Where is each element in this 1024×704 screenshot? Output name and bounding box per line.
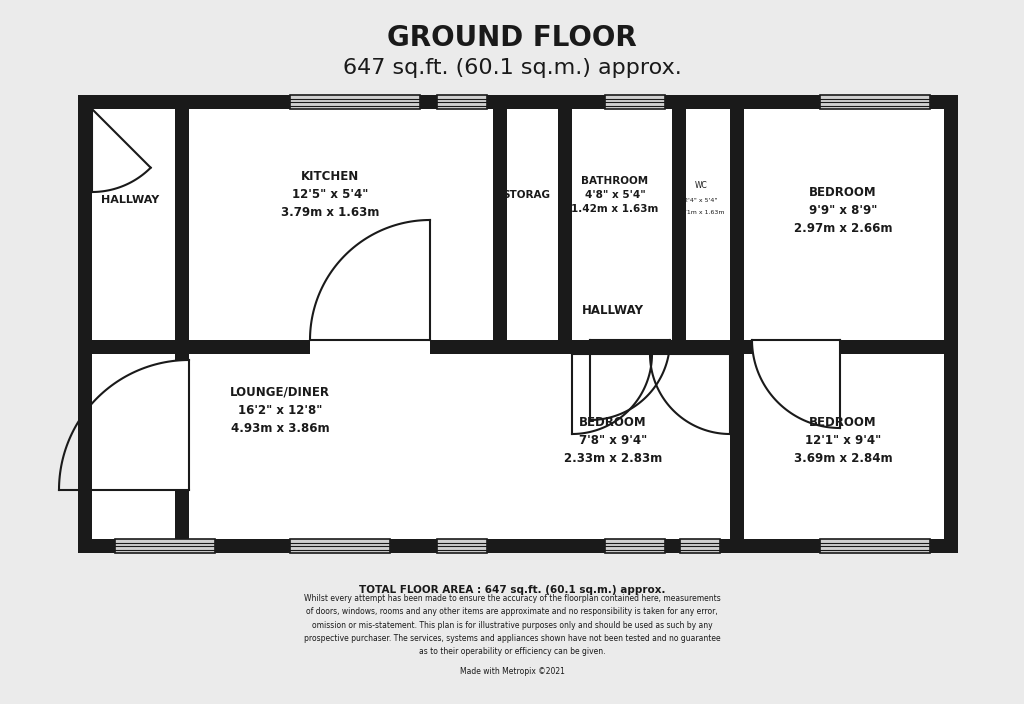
Bar [175, 490, 189, 539]
Text: WC: WC [694, 180, 708, 189]
Bar [680, 539, 720, 553]
Text: 647 sq.ft. (60.1 sq.m.) approx.: 647 sq.ft. (60.1 sq.m.) approx. [343, 58, 681, 78]
Text: Made with Metropix ©2021: Made with Metropix ©2021 [460, 667, 564, 677]
Bar [605, 95, 665, 109]
Text: HALLWAY: HALLWAY [101, 195, 159, 205]
Bar [558, 109, 572, 354]
Text: TOTAL FLOOR AREA : 647 sq.ft. (60.1 sq.m.) approx.: TOTAL FLOOR AREA : 647 sq.ft. (60.1 sq.m… [358, 585, 666, 595]
Bar [840, 340, 944, 354]
Bar [730, 109, 744, 539]
Bar [744, 340, 752, 354]
Text: BATHROOM
4'8" x 5'4"
1.42m x 1.63m: BATHROOM 4'8" x 5'4" 1.42m x 1.63m [571, 176, 658, 214]
Bar [175, 354, 189, 360]
Bar [290, 539, 390, 553]
Text: STORAG: STORAG [502, 190, 550, 200]
Text: BEDROOM
9'9" x 8'9"
2.97m x 2.66m: BEDROOM 9'9" x 8'9" 2.97m x 2.66m [794, 185, 892, 234]
Bar [78, 539, 958, 553]
Bar [290, 95, 420, 109]
Text: 2'4" x 5'4": 2'4" x 5'4" [684, 198, 718, 203]
Bar [572, 340, 595, 354]
Bar [820, 539, 930, 553]
Bar [672, 109, 686, 354]
Bar [430, 340, 493, 354]
Bar [175, 109, 189, 354]
Text: LOUNGE/DINER
16'2" x 12'8"
4.93m x 3.86m: LOUNGE/DINER 16'2" x 12'8" 4.93m x 3.86m [230, 386, 330, 434]
Bar [78, 95, 958, 553]
Bar [78, 95, 958, 109]
Bar [493, 109, 507, 354]
Text: 0.71m x 1.63m: 0.71m x 1.63m [677, 210, 725, 215]
Bar [78, 95, 92, 553]
Text: HALLWAY: HALLWAY [582, 303, 644, 317]
Bar [189, 340, 310, 354]
Text: BEDROOM
12'1" x 9'4"
3.69m x 2.84m: BEDROOM 12'1" x 9'4" 3.69m x 2.84m [794, 415, 892, 465]
Bar [820, 95, 930, 109]
Bar [605, 539, 665, 553]
Bar [660, 340, 672, 354]
Bar [92, 340, 175, 354]
Text: Whilst every attempt has been made to ensure the accuracy of the floorplan conta: Whilst every attempt has been made to en… [304, 594, 720, 656]
Text: KITCHEN
12'5" x 5'4"
3.79m x 1.63m: KITCHEN 12'5" x 5'4" 3.79m x 1.63m [281, 170, 379, 220]
Text: GROUND FLOOR: GROUND FLOOR [387, 24, 637, 52]
Text: BEDROOM
7'8" x 9'4"
2.33m x 2.83m: BEDROOM 7'8" x 9'4" 2.33m x 2.83m [564, 415, 663, 465]
Bar [437, 539, 487, 553]
Bar [686, 340, 730, 354]
Bar [115, 539, 215, 553]
Bar [572, 340, 672, 354]
Bar [944, 95, 958, 553]
Bar [437, 95, 487, 109]
Bar [507, 340, 558, 354]
